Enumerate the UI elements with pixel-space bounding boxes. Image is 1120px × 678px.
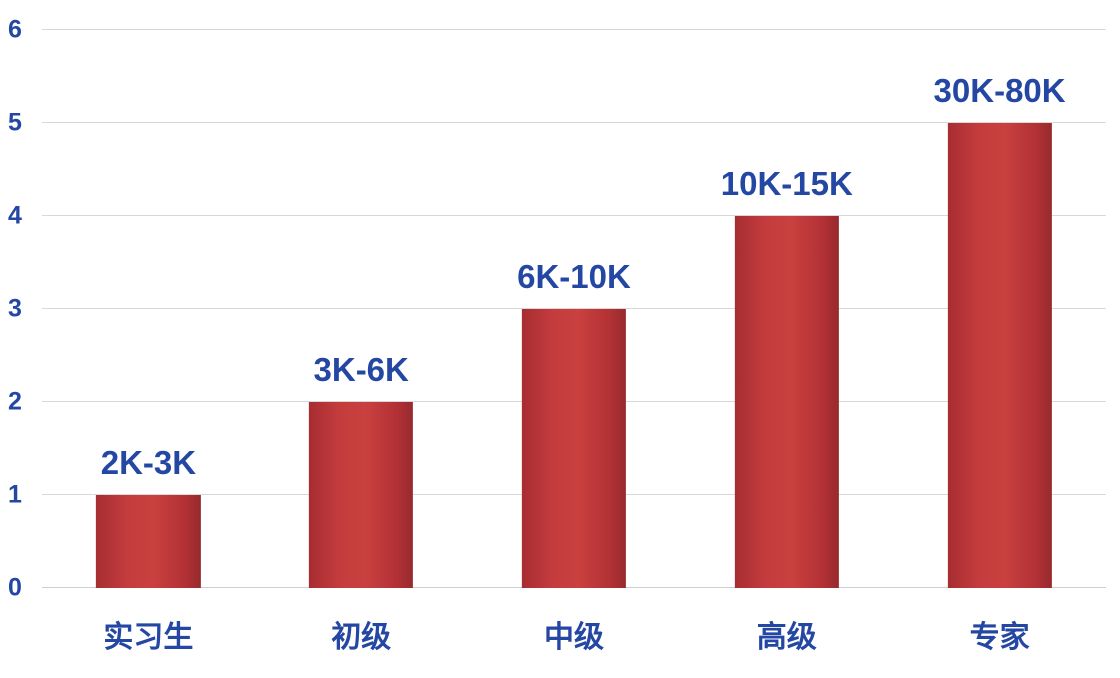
gridline-5 (42, 122, 1106, 123)
plot-area: 2K-3K 3K-6K 6K-10K 10K-15K 30K-80K (42, 29, 1106, 588)
x-tick-label-3: 高级 (756, 621, 817, 654)
y-tick-label-1: 1 (8, 480, 22, 509)
bar-中级 (521, 309, 627, 588)
x-tick-label-4: 专家 (969, 621, 1030, 654)
gridline-6 (42, 29, 1106, 30)
y-tick-label-3: 3 (8, 294, 22, 323)
y-tick-label-6: 6 (8, 15, 22, 44)
bar-value-label-3: 10K-15K (720, 165, 853, 203)
gridline-4 (42, 215, 1106, 216)
bar-slot-0: 2K-3K (42, 30, 255, 588)
bar-专家 (947, 123, 1052, 588)
x-tick-label-1: 初级 (331, 621, 392, 654)
bar-value-label-0: 2K-3K (100, 444, 197, 482)
x-axis-labels: 实习生 初级 中级 高级 专家 (42, 616, 1106, 660)
y-tick-label-0: 0 (8, 573, 22, 602)
bar-slot-3: 10K-15K (680, 30, 893, 588)
x-tick-label-0: 实习生 (103, 621, 194, 654)
bar-slot-1: 3K-6K (255, 30, 468, 588)
bar-高级 (734, 216, 839, 588)
bar-value-label-2: 6K-10K (517, 258, 631, 295)
y-tick-label-2: 2 (8, 387, 22, 416)
y-axis-labels: 0 1 2 3 4 5 6 (8, 17, 38, 600)
y-tick-label-5: 5 (8, 108, 22, 137)
bar-slot-4: 30K-80K (893, 30, 1106, 588)
bar-实习生 (96, 495, 201, 588)
bar-slots: 2K-3K 3K-6K 6K-10K 10K-15K 30K-80K (42, 30, 1106, 588)
bar-value-label-1: 3K-6K (313, 351, 409, 389)
bar-value-label-4: 30K-80K (933, 72, 1066, 109)
x-tick-label-2: 中级 (543, 621, 604, 654)
y-tick-label-4: 4 (8, 201, 22, 230)
bar-初级 (309, 402, 414, 588)
gridline-3 (42, 308, 1106, 309)
bar-slot-2: 6K-10K (468, 30, 681, 588)
